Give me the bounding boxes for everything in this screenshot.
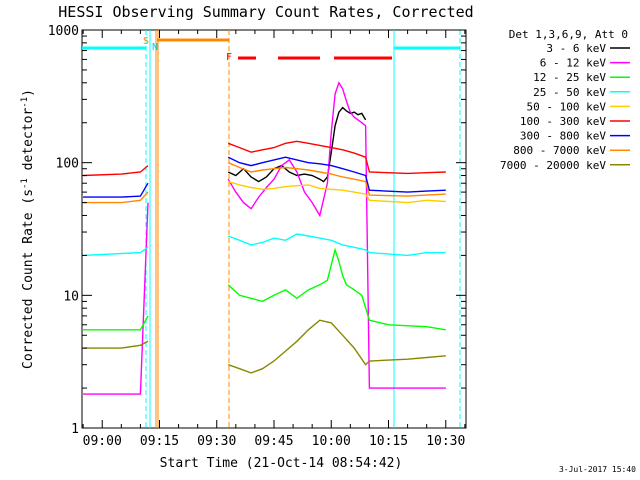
annotation-S: S (143, 36, 149, 47)
legend-label-4: 50 - 100 keV (527, 100, 607, 113)
series-line-6-seg-1 (227, 156, 446, 193)
series-line-2-seg-0 (83, 315, 149, 331)
series-line-2-seg-1 (227, 247, 446, 331)
legend-label-0: 3 - 6 keV (546, 42, 606, 55)
legend-label-5: 100 - 300 keV (520, 115, 606, 128)
x-tick-label-4: 10:00 (312, 434, 351, 449)
axis-ticks: 09:00 09:15 09:30 09:45 10:00 10:15 10:30 1 10 10… (48, 24, 466, 449)
footer-date: 3-Jul-2017 15:40 (559, 465, 636, 474)
x-axis-label: Start Time (21-Oct-14 08:54:42) (160, 456, 403, 471)
series-line-6-seg-0 (83, 182, 149, 198)
x-tick-label-0: 09:00 (83, 434, 122, 449)
chart-title: HESSI Observing Summary Count Rates, Cor… (58, 3, 473, 21)
series-line-4-seg-0 (228, 180, 446, 204)
series-line-5-seg-1 (227, 140, 446, 175)
status-overlays: SN F (82, 30, 461, 428)
legend-label-3: 25 - 50 keV (533, 86, 606, 99)
legend-label-2: 12 - 25 keV (533, 71, 606, 84)
series-line-1-seg-0 (83, 202, 149, 395)
y-tick-label-3: 1000 (48, 24, 79, 39)
series-line-8-seg-1 (227, 319, 446, 374)
y-tick-label-2: 100 (56, 157, 79, 172)
series-line-7-seg-1 (227, 162, 446, 197)
series-layer (83, 81, 446, 395)
x-tick-label-2: 09:30 (197, 434, 236, 449)
x-tick-label-1: 09:15 (140, 434, 179, 449)
annotation-N: N (152, 42, 158, 53)
legend-label-1: 6 - 12 keV (540, 57, 607, 70)
legend-label-7: 800 - 7000 keV (513, 144, 606, 157)
x-tick-label-3: 09:45 (254, 434, 293, 449)
series-line-3-seg-0 (83, 246, 149, 257)
legend-label-6: 300 - 800 keV (520, 130, 606, 143)
legend-title: Det 1,3,6,9, Att 0 (509, 28, 628, 41)
series-line-7-seg-0 (83, 191, 149, 204)
plot-frame (81, 29, 467, 429)
series-line-3-seg-1 (227, 233, 446, 257)
x-tick-label-5: 10:15 (369, 434, 408, 449)
series-line-0-seg-0 (227, 106, 367, 183)
series-line-5-seg-0 (83, 165, 149, 177)
series-line-1-seg-1 (227, 81, 446, 389)
annotation-F: F (226, 52, 232, 63)
series-line-8-seg-0 (83, 340, 149, 349)
y-axis-label: Corrected Count Rate (s-1 detector-1) (20, 89, 36, 369)
legend-label-8: 7000 - 20000 keV (500, 159, 606, 172)
x-tick-label-6: 10:30 (426, 434, 465, 449)
y-tick-label-1: 10 (63, 289, 79, 304)
y-tick-label-0: 1 (71, 422, 79, 437)
